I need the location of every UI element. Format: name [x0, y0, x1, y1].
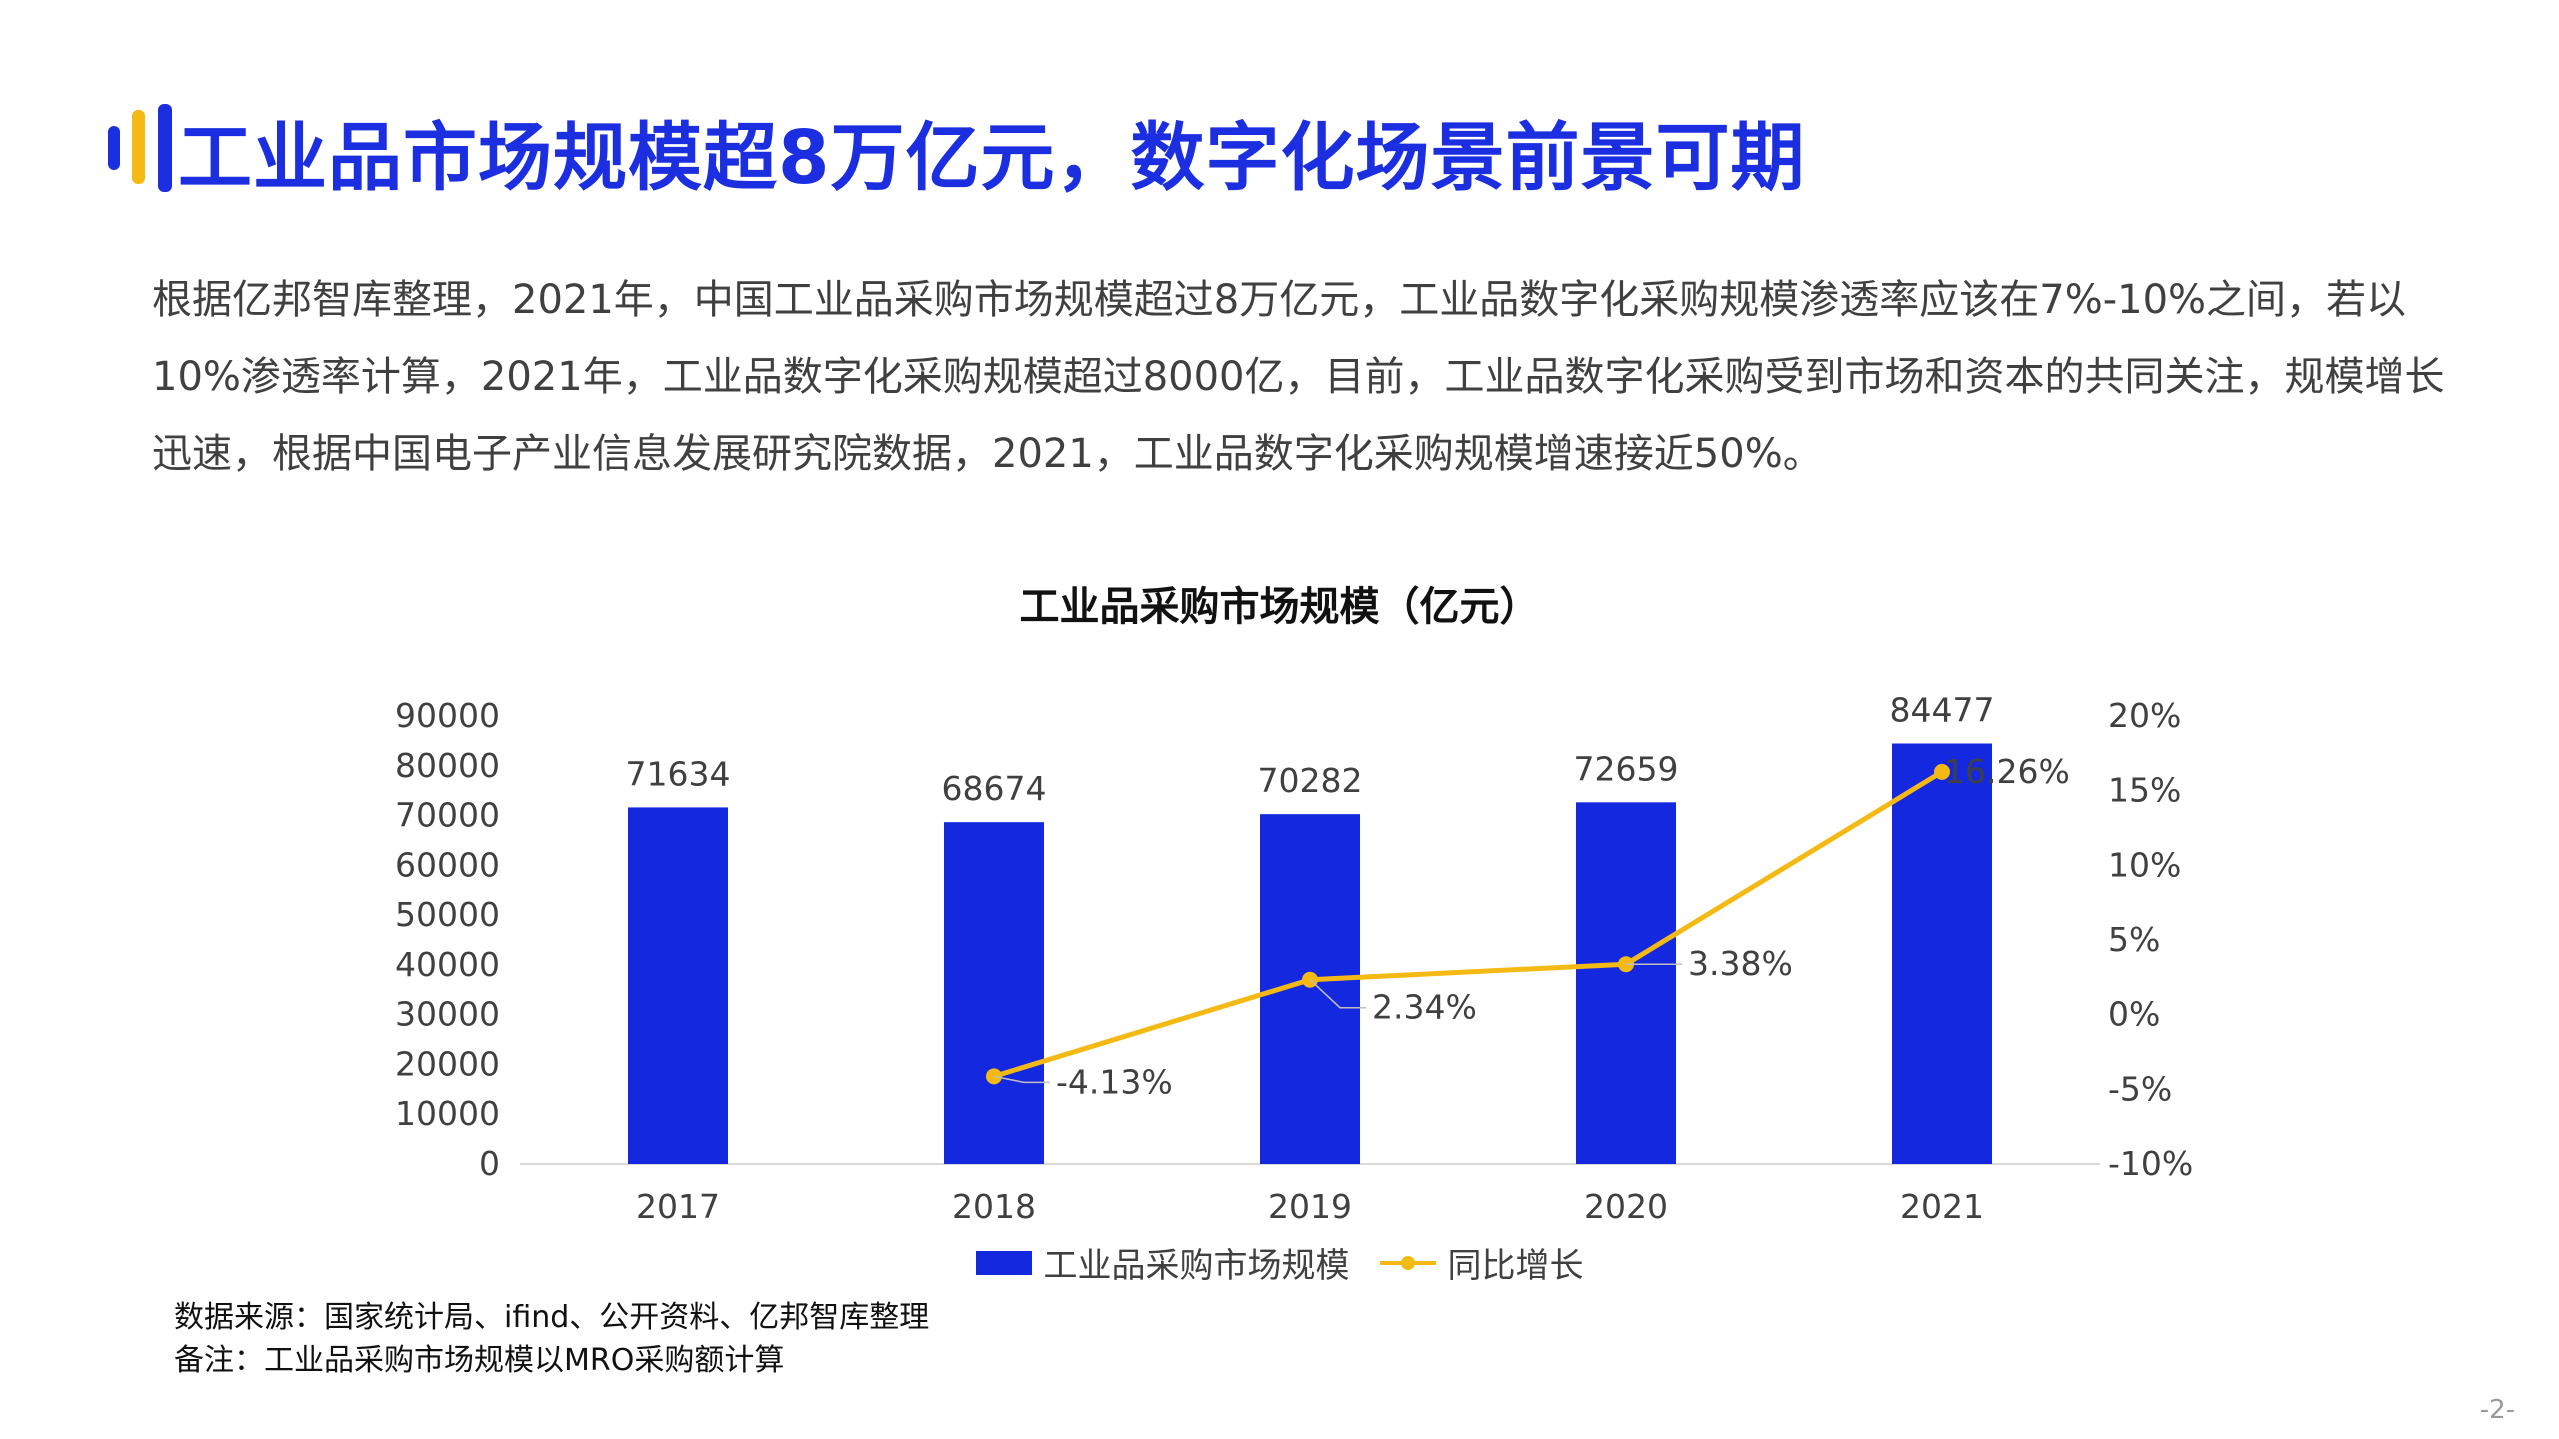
legend-line-swatch [1379, 1251, 1436, 1275]
bar [1892, 743, 1992, 1164]
bar-data-label: 72659 [1574, 749, 1679, 788]
chart-title: 工业品采购市场规模（亿元） [1019, 584, 1540, 630]
left-axis-tick-label: 70000 [395, 796, 500, 835]
title-logo-icon [108, 104, 176, 192]
bar-data-label: 68674 [942, 769, 1047, 808]
bar-data-label: 71634 [626, 754, 731, 793]
legend-line-label: 同比增长 [1447, 1246, 1584, 1286]
x-axis-tick-label: 2017 [636, 1187, 720, 1226]
left-axis-tick-label: 0 [479, 1144, 500, 1183]
left-axis-tick-label: 10000 [395, 1094, 500, 1133]
x-axis-tick-label: 2020 [1584, 1187, 1668, 1226]
growth-line [993, 769, 1944, 1079]
growth-data-label: 16.26% [1944, 752, 2070, 791]
right-axis-tick-label: -5% [2108, 1069, 2172, 1108]
legend-item-bar[interactable]: 工业品采购市场规模 [975, 1238, 1350, 1287]
left-axis-tick-label: 30000 [395, 995, 500, 1034]
left-axis-tick-label: 90000 [395, 696, 500, 735]
growth-data-label: 2.34% [1372, 988, 1477, 1027]
left-axis-tick-label: 20000 [395, 1044, 500, 1083]
left-axis-tick-label: 50000 [395, 895, 500, 934]
growth-data-label: 3.38% [1688, 944, 1793, 983]
page-number: -2- [2479, 1395, 2515, 1425]
legend-bar-swatch [975, 1250, 1032, 1275]
bar [1576, 802, 1676, 1164]
growth-point [986, 1068, 1002, 1085]
right-axis-tick-label: 5% [2108, 920, 2160, 959]
left-axis-tick-label: 80000 [395, 746, 500, 785]
intro-paragraph: 根据亿邦智库整理，2021年，中国工业品采购市场规模超过8万亿元，工业品数字化采… [152, 277, 2445, 477]
legend-bar-label: 工业品采购市场规模 [1043, 1246, 1350, 1286]
right-axis-tick-label: 10% [2108, 845, 2181, 884]
remark-note: 备注：工业品采购市场规模以MRO采购额计算 [174, 1343, 785, 1378]
growth-label-leader [993, 1075, 1050, 1084]
chart-notes: 数据来源：国家统计局、ifind、公开资料、亿邦智库整理 备注：工业品采购市场规… [174, 1296, 929, 1382]
x-axis-tick-label: 2019 [1268, 1187, 1352, 1226]
x-axis-tick-label: 2021 [1900, 1187, 1984, 1226]
legend-item-line[interactable]: 同比增长 [1379, 1238, 1584, 1287]
growth-label-leader [1309, 979, 1366, 1009]
page-title: 工业品市场规模超8万亿元，数字化场景前景可期 [178, 115, 1806, 201]
left-axis-tick-label: 40000 [395, 945, 500, 984]
data-source-note: 数据来源：国家统计局、ifind、公开资料、亿邦智库整理 [174, 1300, 930, 1335]
growth-point [1934, 763, 1950, 780]
right-axis-tick-label: -10% [2108, 1144, 2193, 1183]
right-axis-tick-label: 15% [2108, 771, 2181, 810]
bar-data-label: 84477 [1890, 690, 1995, 729]
bar [628, 807, 728, 1164]
right-axis-tick-label: 20% [2108, 696, 2181, 735]
combo-chart: 0 10000 20000 30000 40000 50000 60000 70000 8000… [395, 690, 2193, 1226]
bar-data-label: 70282 [1258, 761, 1363, 800]
bar [944, 822, 1044, 1164]
left-axis-tick-label: 60000 [395, 845, 500, 884]
x-axis-tick-label: 2018 [952, 1187, 1036, 1226]
right-axis-tick-label: 0% [2108, 995, 2160, 1034]
growth-data-label: -4.13% [1056, 1062, 1173, 1101]
chart-legend: 工业品采购市场规模 同比增长 [0, 1238, 2559, 1287]
